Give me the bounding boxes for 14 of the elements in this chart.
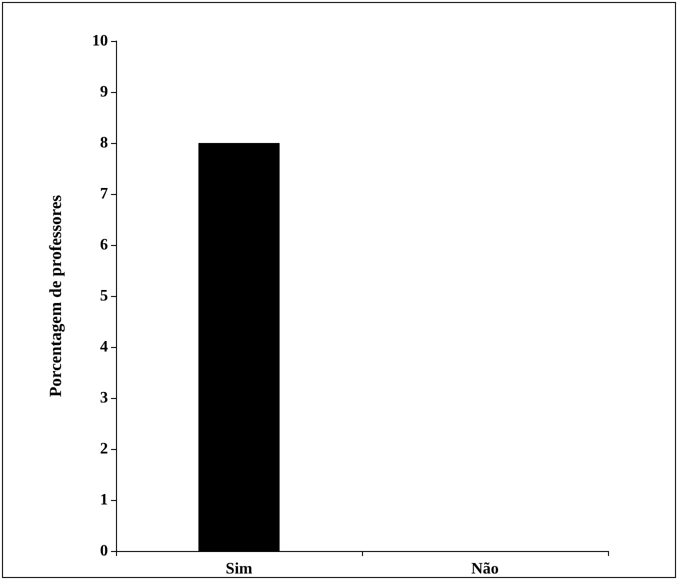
y-tick-label: 1 [100, 492, 108, 508]
y-tick-label: 4 [100, 338, 108, 356]
x-tick-label: Sim [226, 560, 254, 578]
y-tick-label: 0 [100, 542, 108, 560]
y-tick-label: 7 [100, 186, 108, 202]
y-tick-label: 9 [100, 84, 108, 100]
y-tick-label: 3 [100, 390, 108, 406]
y-tick-label: 2 [100, 440, 108, 458]
x-tick-label: Não [471, 560, 499, 578]
y-axis-title: Porcentagem de professores [46, 194, 65, 398]
y-tick-label: 10 [92, 32, 108, 50]
y-tick-label: 8 [100, 134, 108, 152]
y-tick-label: 6 [100, 236, 108, 254]
y-tick-label: 5 [100, 288, 108, 304]
